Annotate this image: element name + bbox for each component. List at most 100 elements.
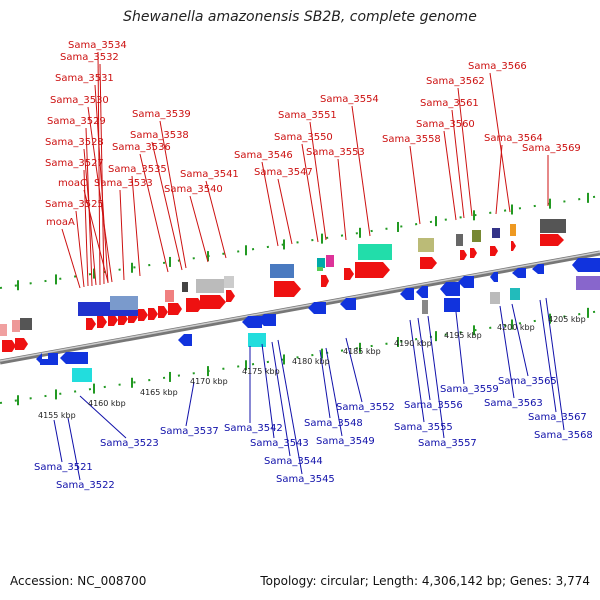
forward-gene[interactable] [460,250,467,260]
gene-label-reverse[interactable]: Sama_3521 [34,462,93,473]
reverse-gene[interactable] [60,352,88,364]
forward-gene[interactable] [2,340,16,352]
gene-label-forward[interactable]: Sama_3564 [484,133,543,144]
reverse-gene[interactable] [340,298,356,310]
feature-box[interactable] [510,224,516,236]
feature-box[interactable] [0,324,7,336]
forward-gene[interactable] [355,262,390,278]
gene-label-reverse[interactable]: Sama_3563 [484,398,543,409]
gene-label-forward[interactable]: Sama_3558 [382,134,441,145]
gene-label-forward[interactable]: Sama_3546 [234,150,293,161]
reverse-gene[interactable] [458,276,474,288]
forward-gene[interactable] [158,306,168,318]
reverse-gene[interactable] [416,286,428,298]
reverse-gene[interactable] [512,268,526,278]
reverse-gene[interactable] [490,272,498,282]
forward-gene[interactable] [97,316,107,328]
gene-label-forward[interactable]: Sama_3527 [45,158,104,169]
forward-gene[interactable] [226,290,235,302]
feature-box[interactable] [490,292,500,304]
reverse-gene[interactable] [242,316,262,328]
reverse-gene[interactable] [258,314,276,326]
forward-gene[interactable] [274,281,301,297]
feature-box[interactable] [20,318,32,330]
forward-gene[interactable] [511,241,516,251]
gene-label-reverse[interactable]: Sama_3544 [264,456,323,467]
gene-label-forward[interactable]: Sama_3540 [164,184,223,195]
gene-label-reverse[interactable]: Sama_3522 [56,480,115,491]
reverse-gene[interactable] [532,264,544,274]
forward-gene[interactable] [168,303,182,315]
feature-box[interactable] [510,288,520,300]
gene-label-forward[interactable]: Sama_3529 [47,116,106,127]
feature-box[interactable] [317,267,323,271]
gene-label-reverse[interactable]: Sama_3556 [404,400,463,411]
reverse-gene[interactable] [572,258,600,272]
reverse-gene[interactable] [400,288,414,300]
feature-box[interactable] [418,238,434,252]
gene-label-forward[interactable]: Sama_3551 [278,110,337,121]
gene-label-forward[interactable]: Sama_3539 [132,109,191,120]
gene-label-reverse[interactable]: Sama_3523 [100,438,159,449]
feature-box[interactable] [12,320,20,332]
gene-label-reverse[interactable]: Sama_3557 [418,438,477,449]
forward-gene[interactable] [200,295,226,309]
gene-label-forward[interactable]: Sama_3536 [112,142,171,153]
reverse-gene[interactable] [308,302,326,314]
feature-box[interactable] [110,296,138,310]
forward-gene[interactable] [186,298,203,312]
feature-box[interactable] [248,333,266,347]
gene-label-reverse[interactable]: Sama_3552 [336,402,395,413]
feature-box[interactable] [326,255,334,267]
forward-gene[interactable] [138,309,148,321]
gene-label-reverse[interactable]: Sama_3565 [498,376,557,387]
feature-box[interactable] [317,258,325,268]
gene-label-reverse[interactable]: Sama_3549 [316,436,375,447]
forward-gene[interactable] [420,257,437,269]
gene-label-reverse[interactable]: Sama_3545 [276,474,335,485]
gene-label-forward[interactable]: Sama_3530 [50,95,109,106]
forward-gene[interactable] [86,318,96,330]
gene-label-forward[interactable]: Sama_3531 [55,73,114,84]
gene-label-reverse[interactable]: Sama_3537 [160,426,219,437]
gene-label-reverse[interactable]: Sama_3567 [528,412,587,423]
gene-label-forward[interactable]: moaC [58,178,87,189]
forward-gene[interactable] [540,234,564,246]
feature-box[interactable] [270,264,294,278]
gene-label-forward[interactable]: Sama_3560 [416,119,475,130]
forward-gene[interactable] [108,314,118,326]
gene-label-forward[interactable]: Sama_3547 [254,167,313,178]
gene-label-forward[interactable]: Sama_3525 [45,199,104,210]
gene-label-forward[interactable]: Sama_3532 [60,52,119,63]
gene-label-forward[interactable]: Sama_3538 [130,130,189,141]
gene-label-forward[interactable]: Sama_3566 [468,61,527,72]
gene-label-forward[interactable]: Sama_3550 [274,132,333,143]
forward-gene[interactable] [15,338,28,350]
gene-label-forward[interactable]: Sama_3535 [108,164,167,175]
feature-box[interactable] [492,228,500,238]
gene-label-reverse[interactable]: Sama_3543 [250,438,309,449]
gene-label-forward[interactable]: moaA [46,217,75,228]
reverse-gene[interactable] [440,282,460,296]
gene-label-reverse[interactable]: Sama_3542 [224,423,283,434]
feature-box[interactable] [224,276,234,288]
feature-box[interactable] [456,234,463,246]
feature-box[interactable] [196,279,224,293]
forward-gene[interactable] [470,248,477,258]
forward-gene[interactable] [321,275,329,287]
gene-label-reverse[interactable]: Sama_3568 [534,430,593,441]
gene-label-forward[interactable]: Sama_3562 [426,76,485,87]
feature-box[interactable] [444,298,460,312]
gene-label-forward[interactable]: Sama_3554 [320,94,379,105]
gene-label-forward[interactable]: Sama_3533 [94,178,153,189]
gene-label-reverse[interactable]: Sama_3555 [394,422,453,433]
gene-label-forward[interactable]: Sama_3534 [68,40,127,51]
feature-box[interactable] [472,230,481,242]
feature-box[interactable] [358,244,392,260]
reverse-gene[interactable] [36,353,58,365]
feature-box[interactable] [576,276,600,290]
gene-label-forward[interactable]: Sama_3561 [420,98,479,109]
reverse-gene[interactable] [178,334,192,346]
gene-label-forward[interactable]: Sama_3528 [45,137,104,148]
feature-box[interactable] [182,282,188,292]
